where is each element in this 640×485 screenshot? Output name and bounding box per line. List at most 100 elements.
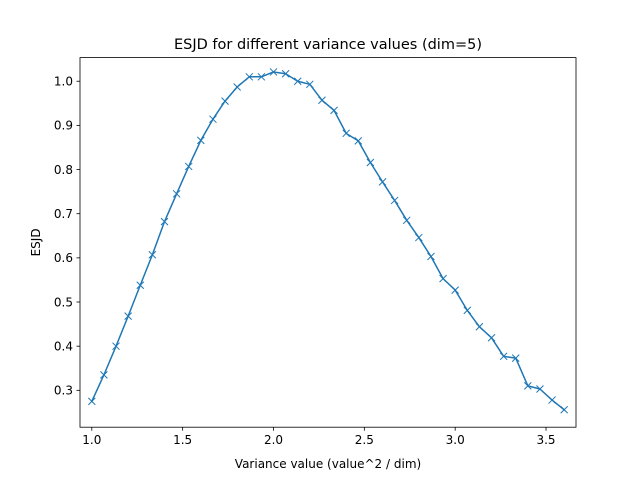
data-point-x-marker: [499, 352, 508, 361]
marker-stroke: [475, 322, 484, 331]
marker-stroke: [354, 136, 363, 145]
marker-stroke: [330, 106, 338, 115]
marker-stroke: [112, 342, 120, 351]
data-point-x-marker: [427, 252, 435, 261]
data-point-x-marker: [172, 189, 181, 198]
marker-stroke: [318, 96, 326, 105]
marker-stroke: [439, 274, 447, 283]
marker-stroke: [281, 69, 290, 78]
data-point-x-marker: [281, 69, 290, 78]
y-axis-title: ESJD: [29, 228, 43, 256]
data-point-x-marker: [87, 397, 96, 406]
data-point-x-marker: [269, 68, 278, 76]
data-point-x-marker: [100, 371, 108, 379]
data-point-x-marker: [342, 129, 351, 138]
x-tick-label: 1.5: [173, 433, 192, 447]
marker-stroke: [463, 306, 472, 315]
data-point-x-marker: [160, 217, 169, 226]
x-axis-title: Variance value (value^2 / dim): [235, 457, 421, 471]
marker-stroke: [87, 397, 96, 406]
data-point-x-marker: [511, 354, 520, 362]
data-point-x-marker: [548, 396, 556, 404]
marker-stroke: [511, 354, 520, 362]
marker-stroke: [257, 72, 266, 81]
data-point-x-marker: [439, 274, 447, 283]
marker-stroke: [499, 352, 508, 361]
x-tick-label: 3.0: [446, 433, 465, 447]
plot-area: [87, 68, 569, 414]
marker-stroke: [148, 250, 157, 259]
marker-stroke: [124, 312, 133, 320]
data-point-x-marker: [124, 312, 133, 320]
data-point-x-marker: [451, 286, 460, 294]
y-tick-label: 0.5: [54, 295, 73, 309]
marker-stroke: [536, 385, 544, 393]
data-point-x-marker: [148, 250, 157, 259]
data-point-x-marker: [475, 322, 484, 331]
data-point-x-marker: [293, 77, 302, 86]
x-tick-label: 3.5: [536, 433, 555, 447]
marker-stroke: [100, 371, 108, 379]
data-point-x-marker: [414, 233, 423, 242]
chart-title: ESJD for different variance values (dim=…: [174, 37, 482, 53]
marker-stroke: [366, 158, 375, 167]
data-point-x-marker: [184, 162, 193, 171]
marker-stroke: [523, 382, 532, 390]
data-point-x-marker: [402, 216, 411, 225]
marker-stroke: [487, 333, 496, 342]
marker-stroke: [402, 216, 411, 225]
marker-stroke: [245, 72, 254, 81]
marker-stroke: [209, 115, 217, 124]
x-tick-label: 1.0: [82, 433, 101, 447]
data-point-x-marker: [487, 333, 496, 342]
data-point-x-marker: [463, 306, 472, 315]
y-tick-label: 0.4: [54, 339, 73, 353]
data-point-x-marker: [536, 385, 544, 393]
marker-stroke: [160, 217, 169, 226]
marker-stroke: [414, 233, 423, 242]
data-point-x-marker: [318, 96, 326, 105]
marker-stroke: [293, 77, 302, 86]
data-point-x-marker: [136, 281, 145, 290]
axis-ticks: 1.0 1.5 2.0 2.5 3.0 3.5 0.3 0.4 0.5 0.6 0.7 0.8 0.9 1…: [54, 75, 556, 448]
marker-stroke: [427, 252, 435, 261]
marker-stroke: [233, 83, 242, 91]
data-point-x-marker: [366, 158, 375, 167]
marker-stroke: [451, 286, 460, 294]
data-point-x-marker: [305, 80, 314, 89]
marker-stroke: [560, 405, 569, 414]
data-point-x-marker: [209, 115, 217, 124]
marker-stroke: [342, 129, 351, 138]
marker-stroke: [172, 189, 181, 198]
y-tick-label: 0.8: [54, 163, 73, 177]
x-tick-label: 2.0: [264, 433, 283, 447]
data-point-x-marker: [196, 136, 205, 145]
data-point-x-marker: [233, 83, 242, 91]
x-tick-label: 2.5: [355, 433, 374, 447]
y-tick-label: 0.3: [54, 384, 73, 398]
data-point-x-marker: [523, 382, 532, 390]
marker-stroke: [221, 97, 229, 105]
data-point-x-marker: [378, 178, 387, 186]
data-point-x-marker: [245, 72, 254, 81]
axes-frame: [79, 57, 577, 428]
data-point-x-marker: [560, 405, 569, 414]
marker-stroke: [136, 281, 145, 290]
y-tick-label: 0.6: [54, 251, 73, 265]
marker-stroke: [269, 68, 278, 76]
marker-stroke: [390, 196, 399, 205]
marker-stroke: [548, 396, 556, 404]
series-line: [90, 71, 566, 411]
y-tick-label: 1.0: [54, 75, 73, 89]
data-point-x-marker: [330, 106, 338, 115]
data-point-x-marker: [390, 196, 399, 205]
marker-stroke: [196, 136, 205, 145]
data-point-x-marker: [112, 342, 120, 351]
data-point-x-marker: [354, 136, 363, 145]
y-tick-label: 0.7: [54, 207, 73, 221]
marker-stroke: [184, 162, 193, 171]
y-tick-label: 0.9: [54, 119, 73, 133]
